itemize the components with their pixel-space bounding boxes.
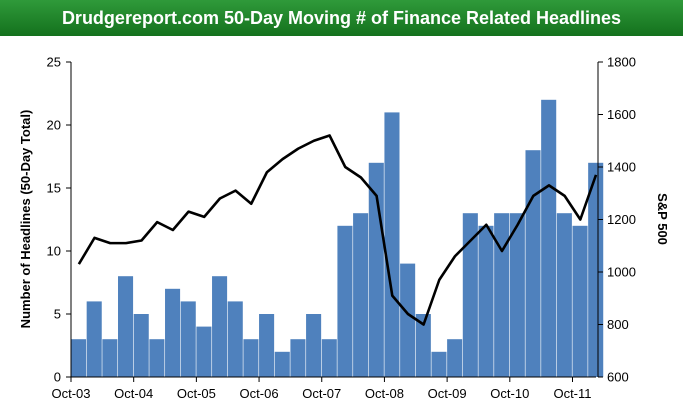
bar-mark [212, 276, 228, 377]
bar-mark [415, 314, 431, 377]
bar-mark [525, 150, 541, 377]
y-right-tick-label: 1800 [607, 55, 636, 70]
bar-mark [462, 213, 478, 377]
bar-mark [274, 351, 290, 377]
bar-mark [180, 301, 196, 377]
bar-mark [259, 314, 275, 377]
x-tick-label: Oct-10 [490, 386, 529, 401]
chart-title: Drudgereport.com 50-Day Moving # of Fina… [61, 8, 622, 28]
y-left-tick-label: 25 [47, 55, 61, 70]
y-left-tick-label: 5 [54, 307, 61, 322]
y-left-tick-label: 15 [47, 181, 61, 196]
y-left-tick-label: 20 [47, 118, 61, 133]
y-left-tick-label: 0 [54, 370, 61, 385]
x-tick-label: Oct-06 [240, 386, 279, 401]
y-right-tick-label: 800 [607, 317, 629, 332]
chart-canvas: 0 5 10 15 20 25 600 800 1000 1200 1400 1600 1800 Oct-… [18, 55, 670, 402]
y-axis-right-label: S&P 500 [655, 193, 670, 245]
x-tick-label: Oct-09 [428, 386, 467, 401]
title-banner [0, 0, 683, 36]
x-tick-label: Oct-04 [114, 386, 153, 401]
sp500-line [77, 134, 598, 326]
y-right-tick-label: 600 [607, 370, 629, 385]
bar-mark [384, 112, 400, 378]
bar-mark [400, 263, 416, 377]
bar-mark [541, 99, 557, 378]
bar-mark [431, 351, 447, 377]
bar-mark [353, 213, 369, 377]
axes: 0 5 10 15 20 25 600 800 1000 1200 1400 1600 1800 Oct-… [47, 55, 636, 402]
bar-mark [227, 301, 243, 377]
bar-series [71, 99, 604, 378]
bar-mark [556, 213, 572, 377]
bar-mark [196, 326, 212, 377]
bar-mark [337, 225, 353, 377]
bar-mark [71, 339, 87, 377]
x-tick-label: Oct-08 [365, 386, 404, 401]
y-right-tick-label: 1400 [607, 160, 636, 175]
x-tick-label: Oct-07 [302, 386, 341, 401]
bar-mark [133, 314, 149, 377]
bar-mark [572, 225, 588, 377]
y-axis-left-label: Number of Headlines (50-Day Total) [18, 110, 33, 329]
line-series [77, 134, 598, 326]
bar-mark [290, 339, 306, 377]
x-tick-label: Oct-03 [51, 386, 90, 401]
bar-mark [321, 339, 337, 377]
bar-mark [165, 288, 181, 377]
bar-mark [86, 301, 102, 377]
bar-mark [149, 339, 165, 377]
y-right-tick-label: 1000 [607, 265, 636, 280]
bar-mark [306, 314, 322, 377]
bar-mark [478, 225, 494, 377]
bar-mark [102, 339, 118, 377]
bar-mark [243, 339, 259, 377]
bar-mark [588, 162, 604, 377]
y-left-tick-label: 10 [47, 244, 61, 259]
y-right-tick-label: 1200 [607, 212, 636, 227]
x-tick-label: Oct-05 [177, 386, 216, 401]
bar-mark [494, 213, 510, 377]
bar-mark [447, 339, 463, 377]
bar-mark [509, 213, 525, 377]
y-right-tick-label: 1600 [607, 107, 636, 122]
x-tick-label: Oct-11 [553, 386, 591, 401]
bar-mark [118, 276, 134, 377]
